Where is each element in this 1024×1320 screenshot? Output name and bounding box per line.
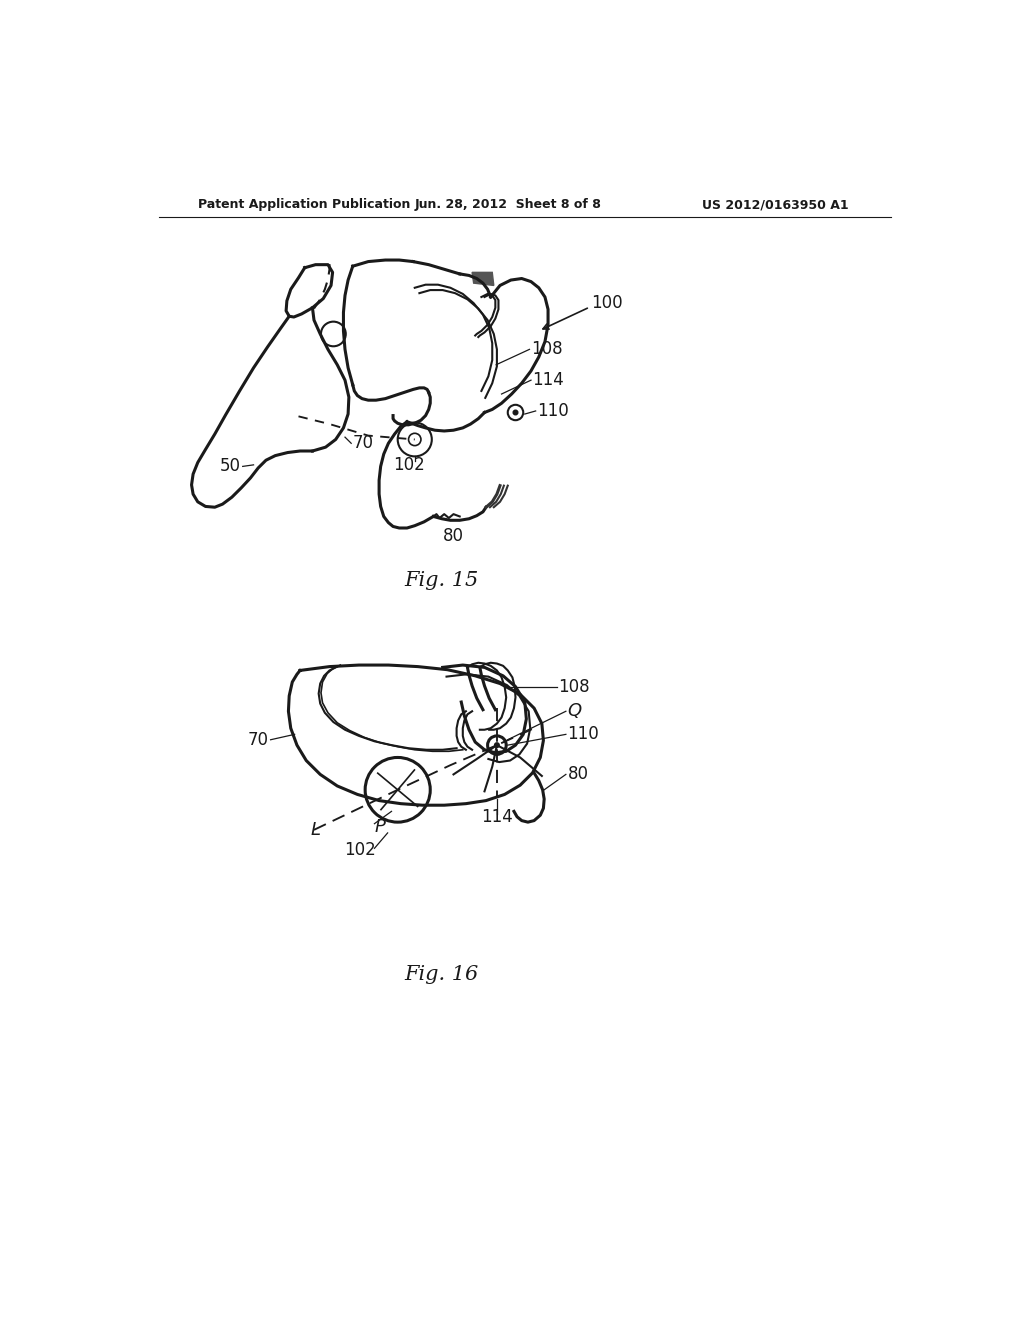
Text: US 2012/0163950 A1: US 2012/0163950 A1	[702, 198, 849, 211]
Text: 102: 102	[345, 841, 377, 859]
Text: Fig. 15: Fig. 15	[404, 570, 479, 590]
Text: Q: Q	[567, 702, 582, 721]
Text: L: L	[310, 821, 321, 838]
Text: Fig. 16: Fig. 16	[404, 965, 479, 985]
Text: 80: 80	[567, 766, 589, 783]
Text: 110: 110	[538, 403, 569, 420]
Text: Patent Application Publication: Patent Application Publication	[198, 198, 411, 211]
Text: 114: 114	[481, 808, 513, 826]
Circle shape	[495, 743, 500, 747]
Text: 102: 102	[392, 455, 424, 474]
Text: 50: 50	[220, 458, 241, 475]
Circle shape	[513, 411, 518, 414]
Text: 80: 80	[443, 527, 464, 545]
Text: 70: 70	[248, 731, 269, 748]
Text: 114: 114	[532, 371, 564, 389]
Text: 108: 108	[531, 341, 562, 358]
Text: 100: 100	[592, 294, 623, 312]
Text: 108: 108	[558, 677, 590, 696]
Polygon shape	[472, 272, 494, 285]
Text: Jun. 28, 2012  Sheet 8 of 8: Jun. 28, 2012 Sheet 8 of 8	[415, 198, 601, 211]
Text: 110: 110	[567, 726, 599, 743]
Text: 70: 70	[352, 434, 374, 453]
Text: P: P	[375, 818, 385, 836]
